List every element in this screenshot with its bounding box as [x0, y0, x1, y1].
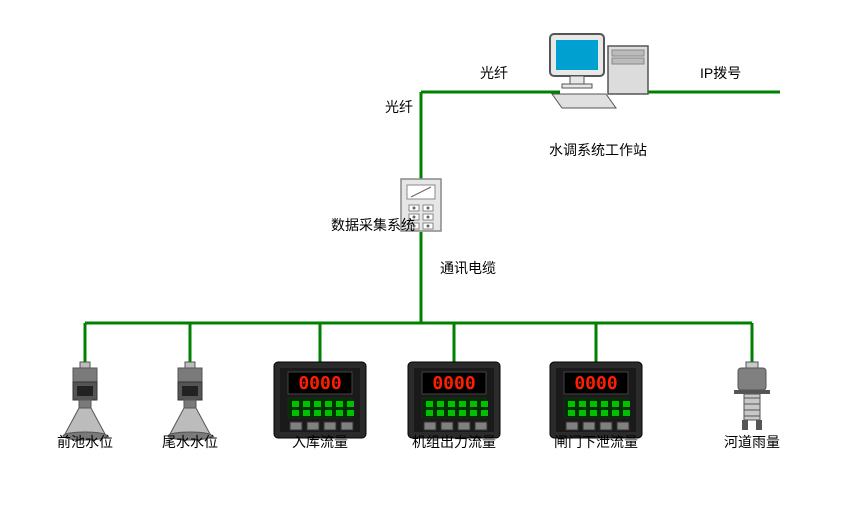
edge-label-fiber-h: 光纤: [480, 63, 508, 83]
edge-label-ip: IP拨号: [700, 63, 741, 83]
node-label-workstation: 水调系统工作站: [549, 140, 647, 160]
node-label-unit_flow: 机组出力流量: [412, 432, 496, 452]
node-label-collector: 数据采集系统: [331, 215, 415, 235]
svg-text:0000: 0000: [574, 373, 617, 394]
node-label-tail_level: 尾水水位: [162, 432, 218, 452]
svg-text:0000: 0000: [432, 373, 475, 394]
edge-label-fiber-v: 光纤: [385, 100, 399, 115]
edge-label-cable: 通讯电缆: [440, 258, 496, 278]
svg-text:0000: 0000: [298, 373, 341, 394]
node-label-front_level: 前池水位: [57, 432, 113, 452]
node-label-inflow: 入库流量: [292, 432, 348, 452]
node-label-gate_flow: 闸门下泄流量: [554, 432, 638, 452]
node-label-rain: 河道雨量: [724, 432, 780, 452]
